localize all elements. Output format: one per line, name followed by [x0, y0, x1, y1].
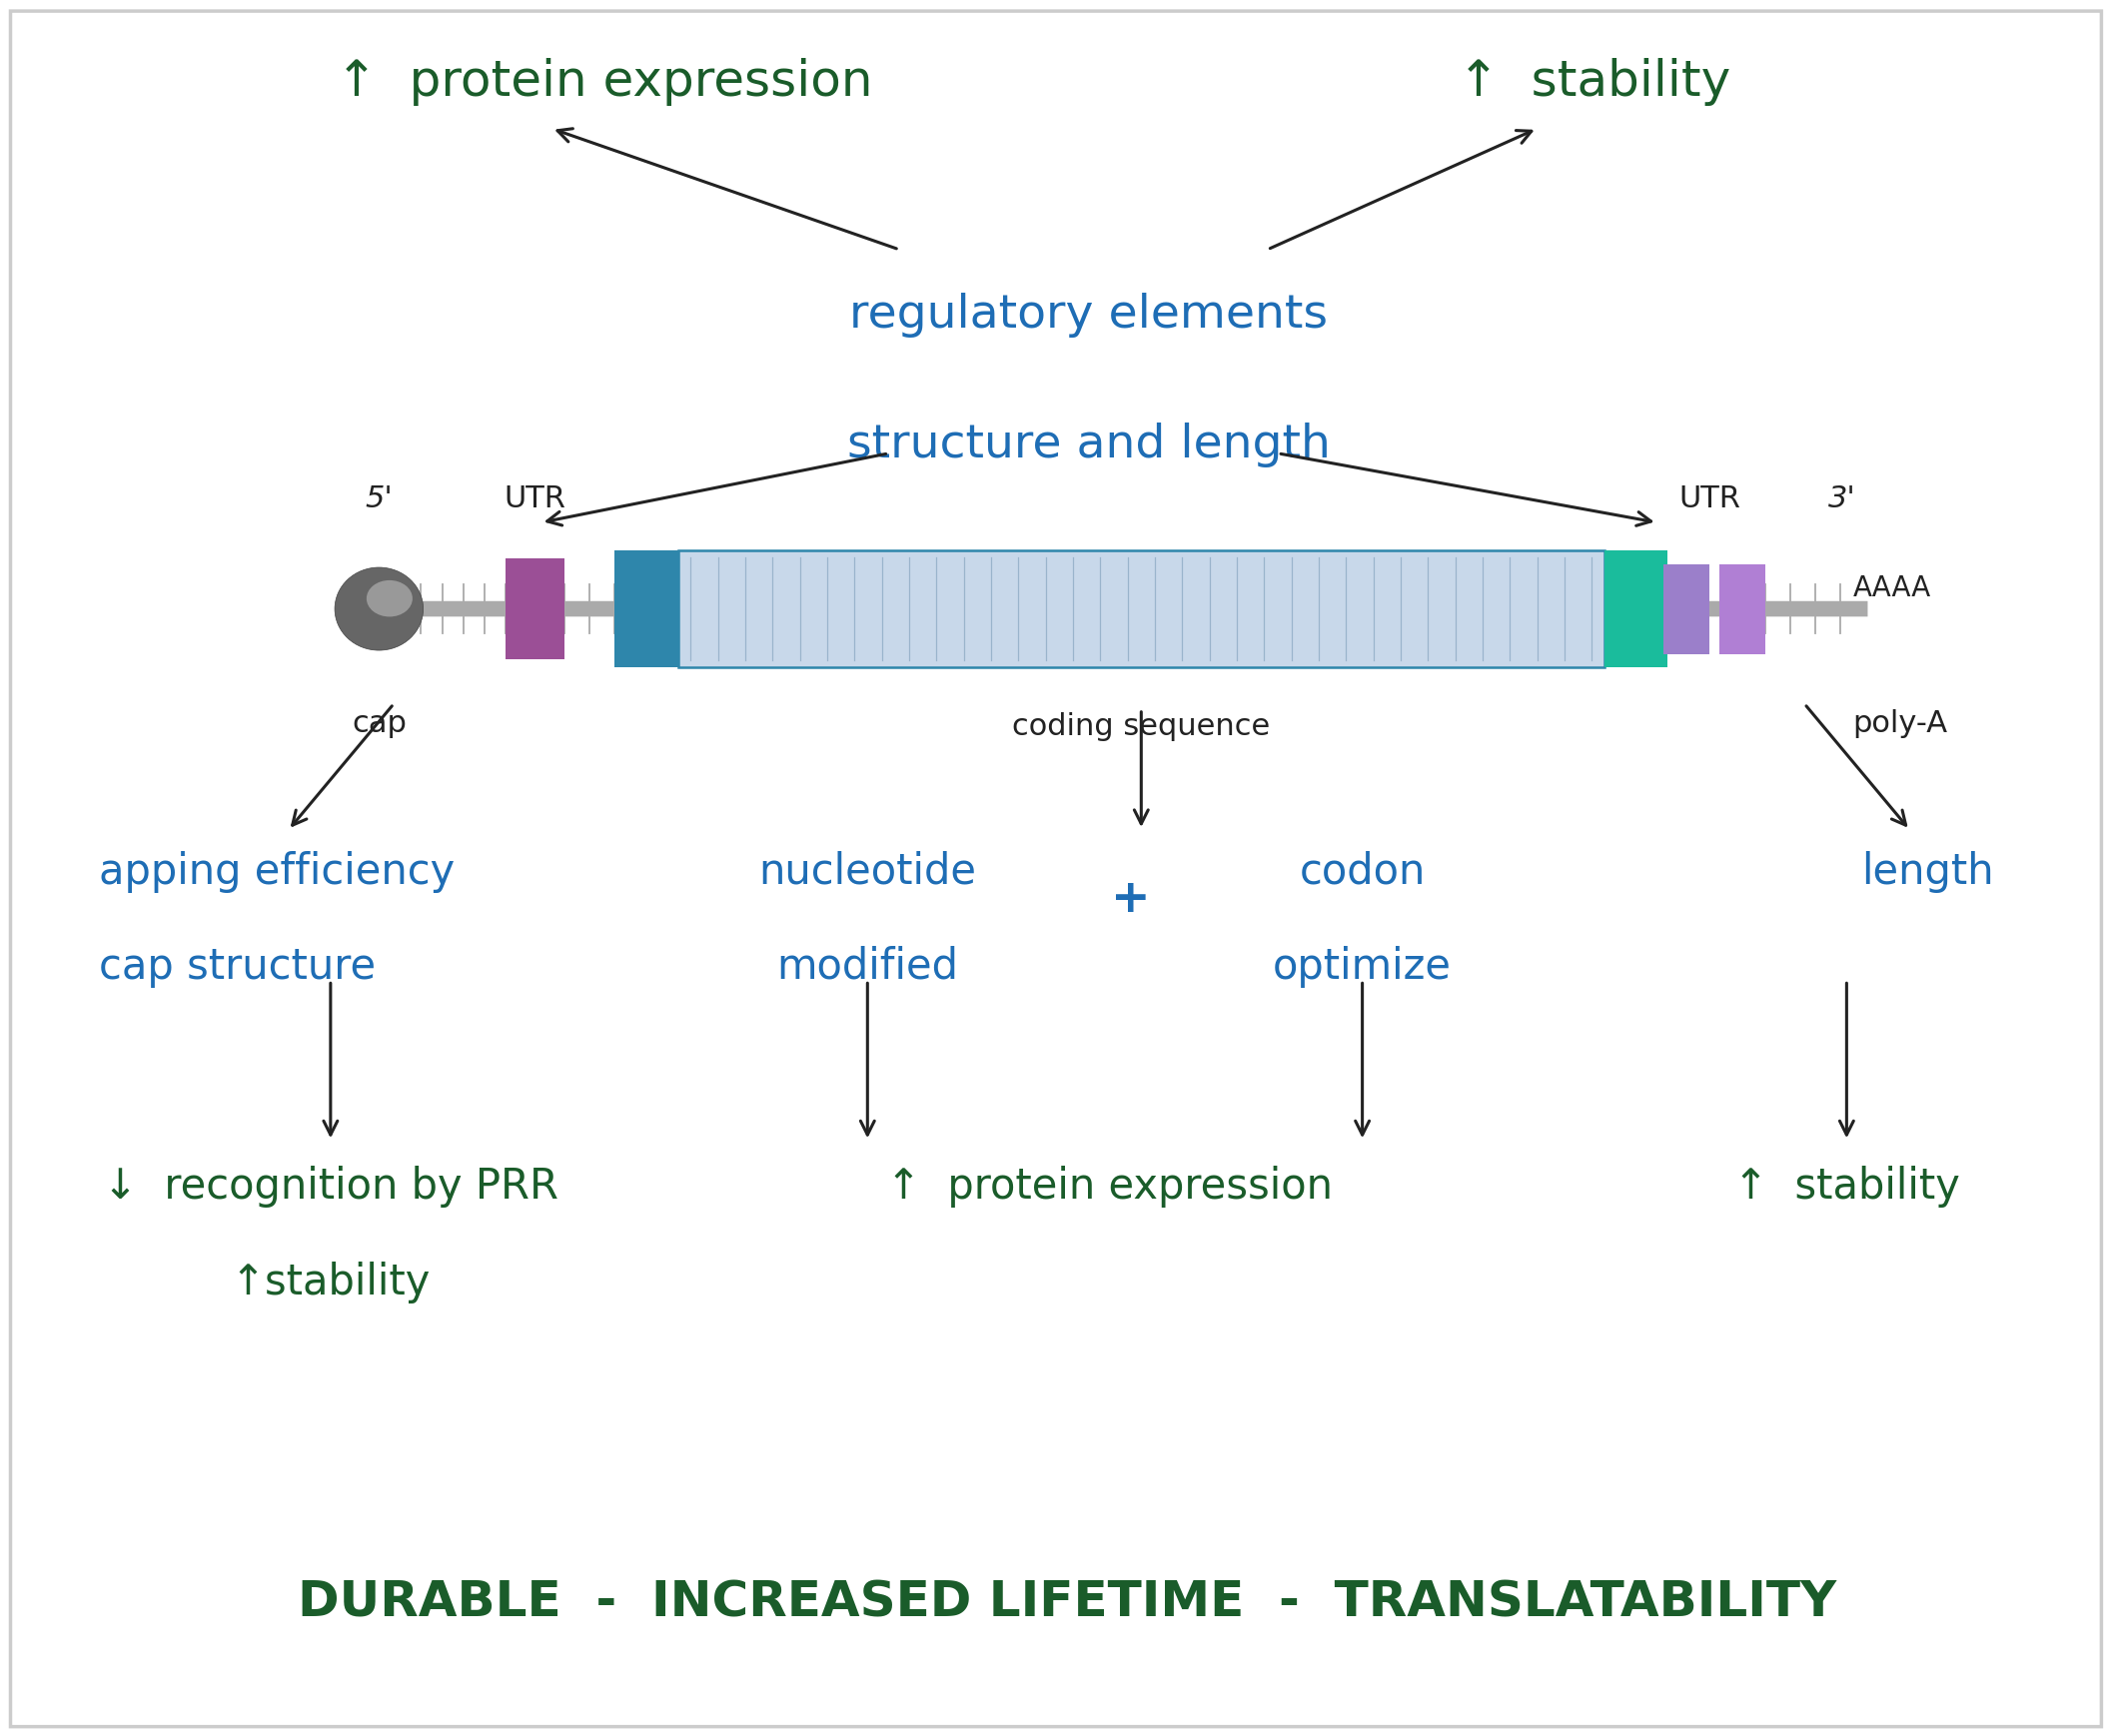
Text: UTR: UTR: [1679, 484, 1740, 514]
Text: ↑  stability: ↑ stability: [1733, 1165, 1960, 1207]
Bar: [1605, 550, 1668, 668]
Text: UTR: UTR: [503, 484, 567, 514]
Text: poly-A: poly-A: [1854, 708, 1947, 738]
Ellipse shape: [366, 580, 412, 616]
Text: ↑  stability: ↑ stability: [1457, 57, 1731, 106]
Text: AAAA: AAAA: [1854, 575, 1930, 602]
Bar: [505, 559, 564, 660]
Text: length: length: [1862, 851, 1994, 892]
Text: apping efficiency: apping efficiency: [99, 851, 455, 892]
Bar: [1719, 564, 1765, 654]
Bar: [615, 550, 679, 668]
Bar: [679, 550, 1605, 668]
Text: regulatory elements: regulatory elements: [850, 293, 1328, 337]
Text: modified: modified: [776, 946, 958, 988]
Text: ↑stability: ↑stability: [230, 1262, 431, 1304]
Text: cap: cap: [351, 708, 406, 738]
Text: optimize: optimize: [1273, 946, 1452, 988]
Text: ↑  protein expression: ↑ protein expression: [336, 57, 873, 106]
Text: codon: codon: [1300, 851, 1425, 892]
Text: ↑  protein expression: ↑ protein expression: [886, 1165, 1334, 1207]
Text: structure and length: structure and length: [848, 422, 1330, 467]
Text: +: +: [1110, 877, 1150, 922]
Text: 5': 5': [366, 484, 393, 514]
Text: DURABLE  -  INCREASED LIFETIME  -  TRANSLATABILITY: DURABLE - INCREASED LIFETIME - TRANSLATA…: [298, 1578, 1837, 1627]
Text: 3': 3': [1829, 484, 1856, 514]
Text: nucleotide: nucleotide: [759, 851, 977, 892]
Bar: [1664, 564, 1710, 654]
Text: cap structure: cap structure: [99, 946, 376, 988]
Ellipse shape: [334, 568, 423, 651]
FancyBboxPatch shape: [361, 601, 1867, 616]
Text: ↓  recognition by PRR: ↓ recognition by PRR: [104, 1165, 558, 1207]
Text: coding sequence: coding sequence: [1013, 712, 1271, 741]
